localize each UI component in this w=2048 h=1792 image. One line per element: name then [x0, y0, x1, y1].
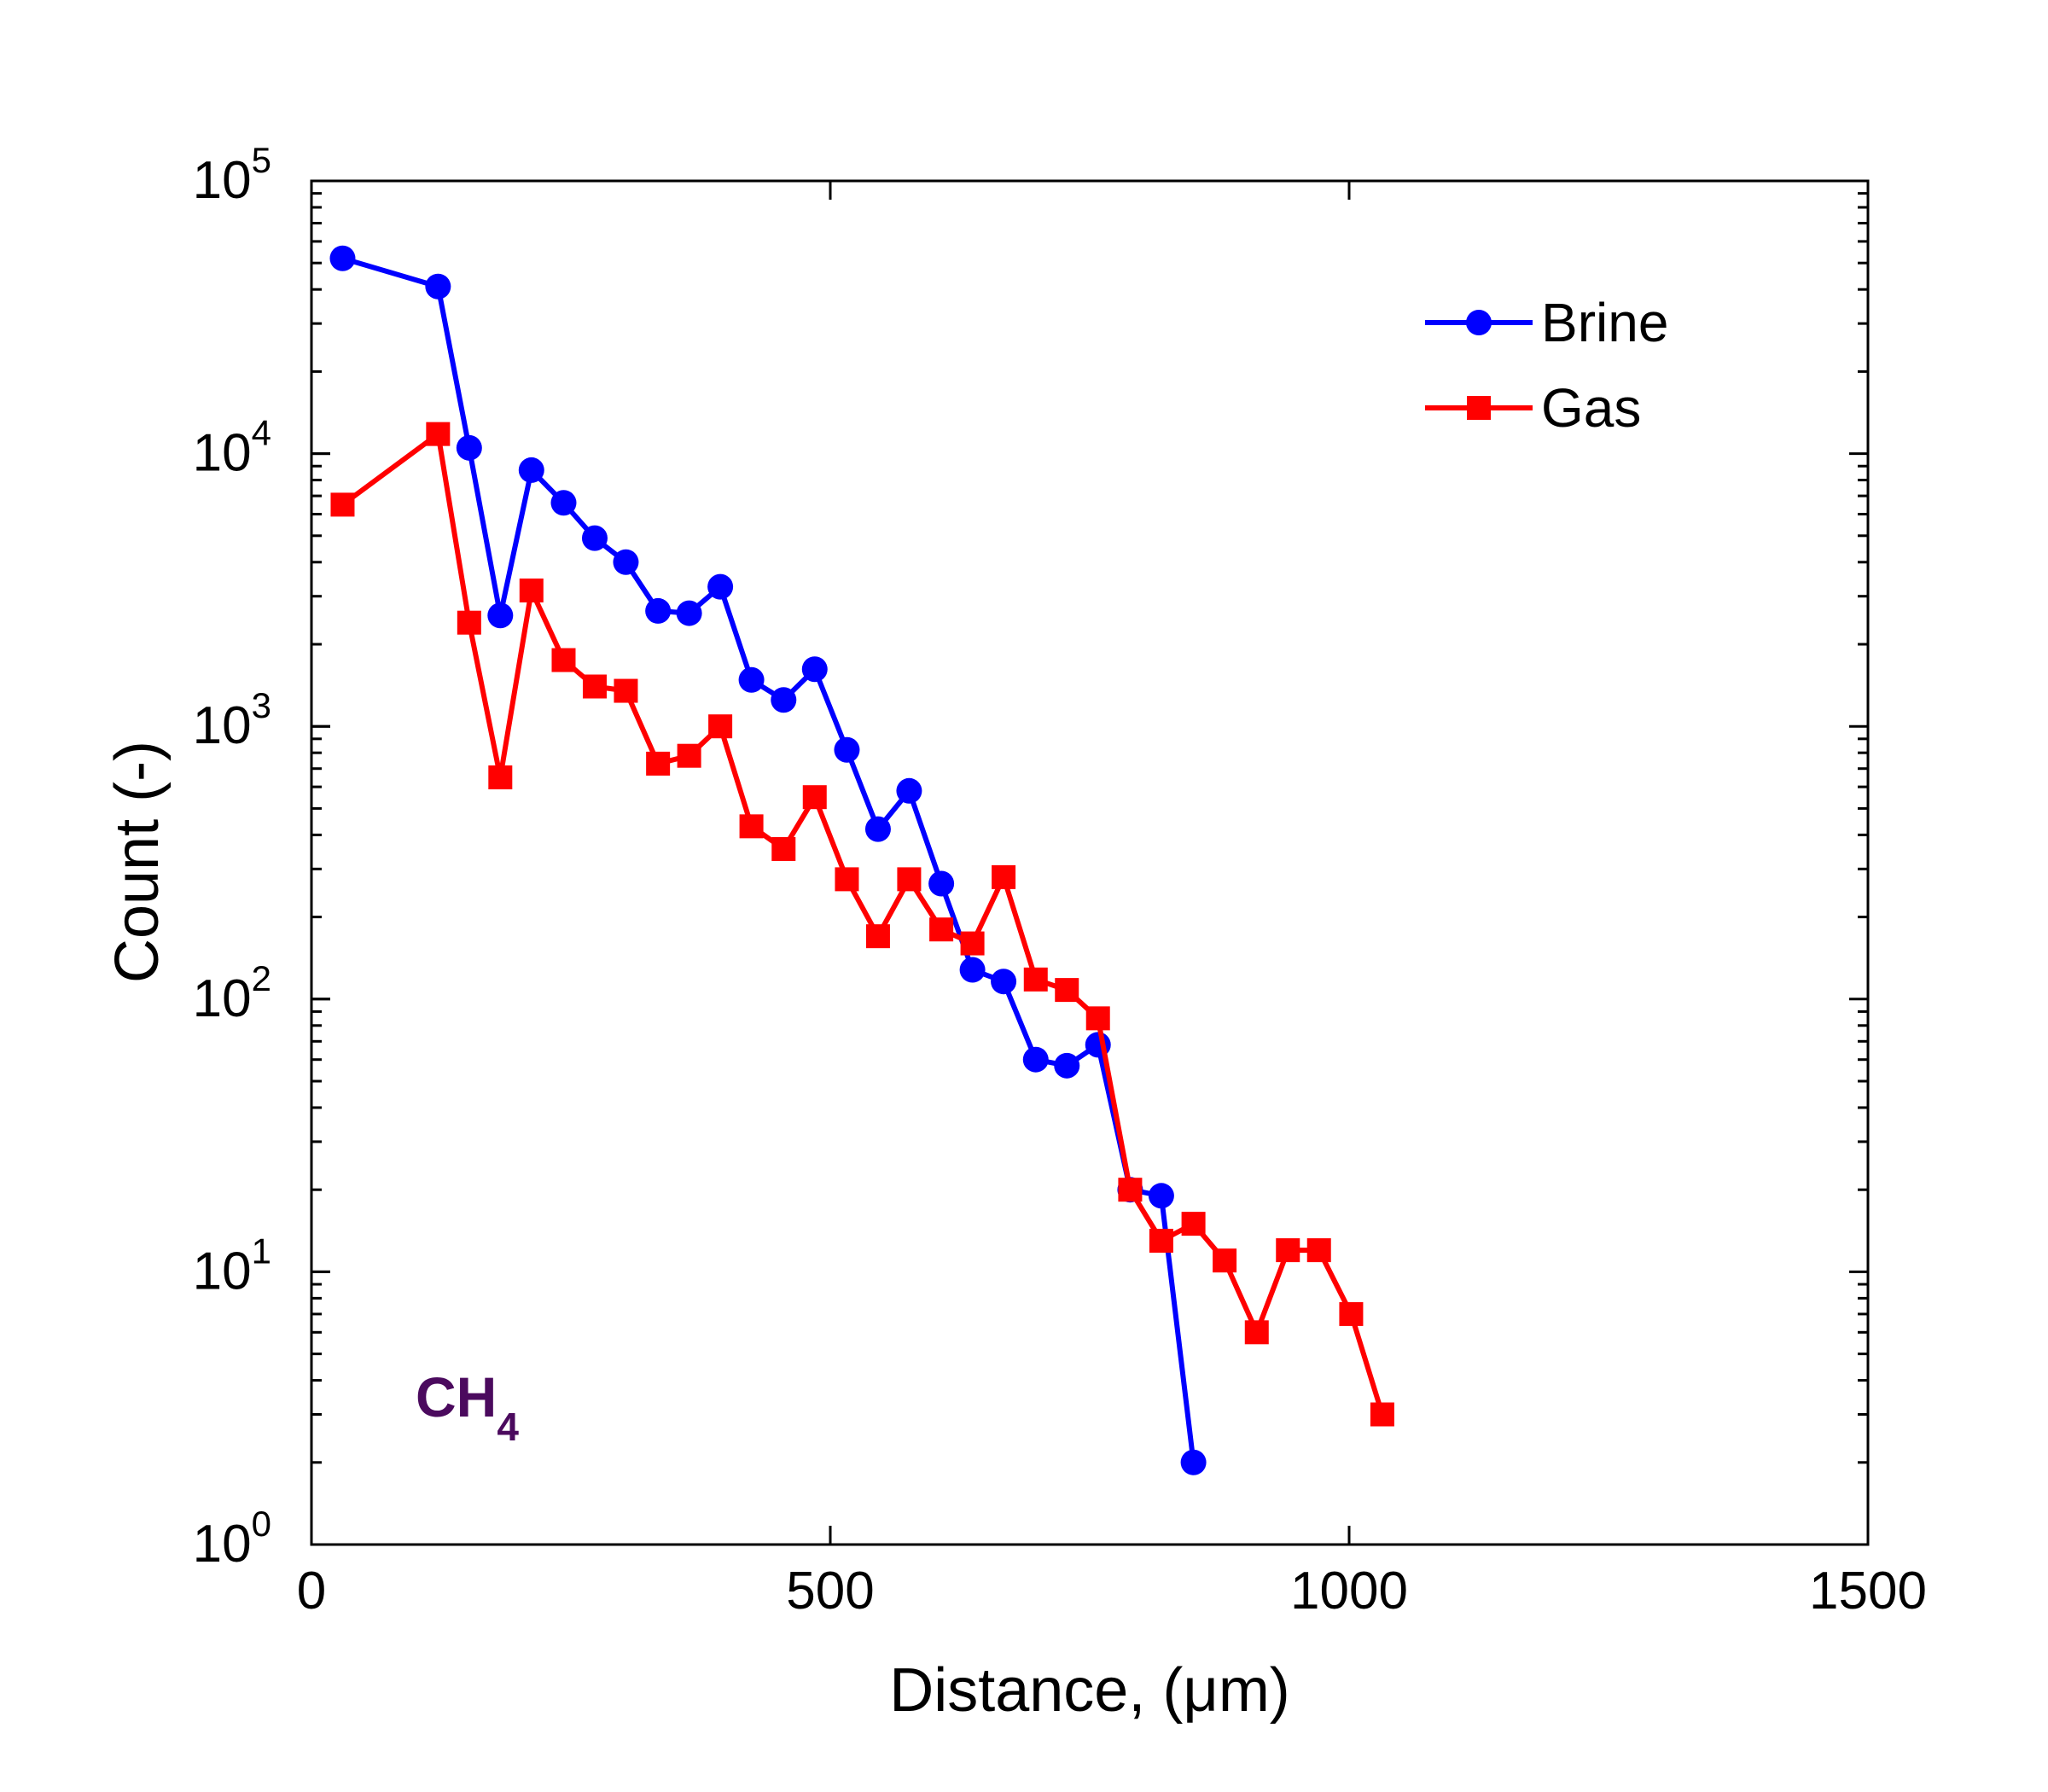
legend-brine-marker — [1466, 310, 1492, 335]
data-point-brine — [645, 597, 672, 624]
y-tick-label: 102 — [193, 958, 271, 1028]
data-point-gas — [488, 765, 513, 789]
annotation-subscript: 4 — [497, 1405, 519, 1449]
y-tick-base: 10 — [193, 1515, 252, 1574]
y-tick-base: 10 — [193, 424, 252, 483]
data-point-gas — [1149, 1228, 1173, 1253]
data-point-gas — [677, 743, 701, 768]
data-point-brine — [991, 969, 1017, 995]
y-tick-base: 10 — [193, 969, 252, 1028]
data-point-brine — [456, 434, 482, 461]
legend-gas-label: Gas — [1541, 377, 1641, 439]
data-point-gas — [1306, 1238, 1331, 1263]
x-axis-title: Distance, (μm) — [889, 1656, 1290, 1725]
series-brine — [329, 245, 1207, 1475]
data-point-gas — [519, 578, 544, 602]
data-point-gas — [1118, 1178, 1143, 1202]
data-point-gas — [1276, 1238, 1300, 1263]
data-point-gas — [929, 917, 954, 942]
data-point-brine — [613, 549, 639, 575]
y-tick-exponent: 4 — [252, 413, 271, 453]
data-point-gas — [582, 674, 607, 699]
y-tick-label: 101 — [193, 1231, 271, 1300]
y-tick-label: 105 — [193, 140, 271, 210]
data-point-gas — [865, 924, 890, 949]
data-point-brine — [425, 273, 451, 300]
data-point-brine — [1022, 1046, 1049, 1073]
y-tick-exponent: 2 — [252, 958, 271, 998]
data-point-brine — [959, 957, 986, 983]
plot-frame — [310, 179, 1870, 1546]
legend: Brine Gas — [1425, 292, 1668, 439]
y-tick-base: 10 — [193, 151, 252, 210]
y-axis-title: Count (-) — [103, 741, 172, 983]
y-tick-exponent: 5 — [252, 140, 271, 180]
data-point-gas — [1244, 1320, 1269, 1345]
y-tick-label: 100 — [193, 1504, 271, 1574]
x-tick-label: 1500 — [1809, 1562, 1927, 1620]
data-point-brine — [676, 600, 702, 626]
data-point-brine — [329, 245, 356, 271]
legend-brine-label: Brine — [1541, 292, 1668, 353]
data-point-gas — [1181, 1212, 1206, 1236]
data-point-brine — [738, 666, 765, 693]
data-point-gas — [457, 610, 481, 635]
y-tick-base: 10 — [193, 696, 252, 755]
data-point-gas — [739, 814, 764, 839]
data-point-gas — [614, 678, 638, 703]
data-point-brine — [928, 870, 955, 897]
data-point-brine — [771, 687, 797, 713]
y-tick-base: 10 — [193, 1242, 252, 1300]
data-point-brine — [864, 816, 891, 842]
data-point-gas — [835, 867, 859, 892]
data-point-gas — [960, 931, 985, 956]
data-point-gas — [426, 422, 451, 446]
data-point-gas — [1370, 1402, 1394, 1427]
data-point-brine — [518, 457, 544, 483]
data-point-gas — [1339, 1301, 1364, 1326]
data-point-gas — [551, 648, 576, 672]
data-point-gas — [1213, 1248, 1237, 1273]
annotation-main: CH — [416, 1365, 497, 1428]
data-point-brine — [896, 777, 922, 804]
data-point-brine — [1180, 1449, 1207, 1475]
data-point-brine — [581, 525, 608, 551]
data-point-brine — [1054, 1052, 1080, 1079]
y-tick-exponent: 3 — [252, 685, 271, 725]
data-point-brine — [707, 573, 734, 600]
y-tick-label: 104 — [193, 413, 271, 483]
data-point-gas — [1023, 967, 1048, 992]
x-axis-ticks: 0 500 1000 1500 — [297, 181, 1927, 1620]
x-tick-label: 1000 — [1290, 1562, 1408, 1620]
data-point-brine — [487, 602, 514, 629]
series-layer — [329, 245, 1394, 1475]
data-point-brine — [1148, 1183, 1174, 1209]
y-tick-exponent: 0 — [252, 1504, 271, 1544]
data-point-gas — [802, 785, 827, 810]
data-point-brine — [834, 736, 860, 763]
data-point-gas — [771, 836, 796, 861]
data-point-gas — [708, 714, 733, 739]
y-tick-label: 103 — [193, 685, 271, 755]
data-point-brine — [801, 656, 828, 683]
data-point-gas — [646, 751, 671, 776]
series-gas — [330, 422, 1394, 1427]
legend-gas-marker — [1467, 396, 1491, 420]
y-tick-exponent: 1 — [252, 1231, 271, 1271]
x-tick-label: 0 — [297, 1562, 326, 1620]
data-point-gas — [1055, 978, 1079, 1003]
data-point-gas — [992, 864, 1016, 889]
data-point-gas — [330, 492, 355, 517]
x-tick-label: 500 — [786, 1562, 874, 1620]
data-point-gas — [1085, 1006, 1110, 1031]
data-point-brine — [550, 490, 577, 516]
annotation-ch4: CH4 — [416, 1365, 519, 1449]
data-point-gas — [897, 867, 922, 892]
